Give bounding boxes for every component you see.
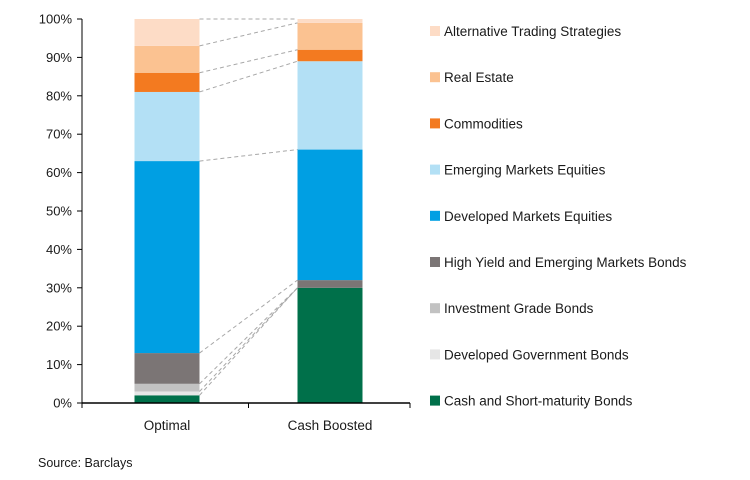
bars [134,19,363,403]
legend-label-7: Developed Government Bonds [444,347,629,362]
legend-swatch-5 [430,257,440,267]
legend-swatch-6 [430,303,440,314]
legend-swatch-2 [430,118,440,129]
bar-segment-cash-boosted-8 [297,19,363,23]
connector-line-6 [199,60,298,93]
source-note: Source: Barclays [38,456,133,470]
y-tick-label-0: 0% [53,396,72,411]
y-tick-label-10: 100% [39,12,73,27]
legend-label-5: High Yield and Emerging Markets Bonds [444,255,687,270]
legend: Alternative Trading Strategies Real Estat… [430,24,687,409]
bar-segment-optimal-4 [134,161,200,354]
connector-line-4 [199,279,298,354]
bar-segment-cash-boosted-6 [297,49,363,62]
connector-line-7 [199,49,298,74]
connector-lines [199,18,298,396]
x-tick-label-0: Optimal [144,418,191,433]
legend-label-8: Cash and Short-maturity Bonds [444,394,633,409]
bar-segment-optimal-1 [134,391,200,396]
bar-segment-optimal-0 [134,395,200,403]
connector-line-5 [199,149,298,162]
y-tick-label-8: 80% [46,88,72,103]
x-tick-label-1: Cash Boosted [288,418,373,433]
legend-swatch-1 [430,72,440,83]
legend-swatch-4 [430,210,440,221]
bar-segment-optimal-5 [134,91,200,162]
bar-segment-optimal-8 [134,19,200,46]
connector-line-2 [199,287,298,392]
legend-label-3: Emerging Markets Equities [444,163,606,178]
legend-label-0: Alternative Trading Strategies [444,24,621,39]
legend-swatch-3 [430,164,440,175]
bar-segment-optimal-6 [134,72,200,92]
bar-segment-cash-boosted-3 [297,280,363,288]
y-tick-label-5: 50% [46,204,72,219]
bar-segment-cash-boosted-0 [297,287,363,403]
y-tick-label-4: 40% [46,242,72,257]
connector-line-8 [199,22,298,47]
legend-label-1: Real Estate [444,70,514,85]
stacked-bar-chart: 0% 10% 20% 30% 40% 50% 60% 70% 80% 90% 100% Optimal… [39,12,687,434]
y-tick-label-2: 20% [46,319,72,334]
legend-swatch-0 [430,26,440,36]
bar-segment-cash-boosted-4 [297,149,363,281]
y-tick-label-9: 90% [46,50,72,65]
axes: 0% 10% 20% 30% 40% 50% 60% 70% 80% 90% 100% Optimal… [39,12,411,433]
legend-swatch-8 [430,395,440,406]
connector-line-1 [199,287,298,396]
y-tick-label-7: 70% [46,127,72,142]
bar-segment-cash-boosted-7 [297,22,363,50]
y-tick-label-6: 60% [46,165,72,180]
bar-segment-cash-boosted-5 [297,61,363,150]
legend-swatch-7 [430,349,440,360]
bar-segment-optimal-3 [134,353,200,384]
legend-label-2: Commodities [444,116,523,131]
connector-line-3 [199,287,298,385]
y-tick-label-3: 30% [46,280,72,295]
bar-segment-optimal-2 [134,383,200,392]
legend-label-6: Investment Grade Bonds [444,301,594,316]
legend-label-4: Developed Markets Equities [444,209,612,224]
y-tick-label-1: 10% [46,357,72,372]
bar-segment-optimal-7 [134,45,200,73]
